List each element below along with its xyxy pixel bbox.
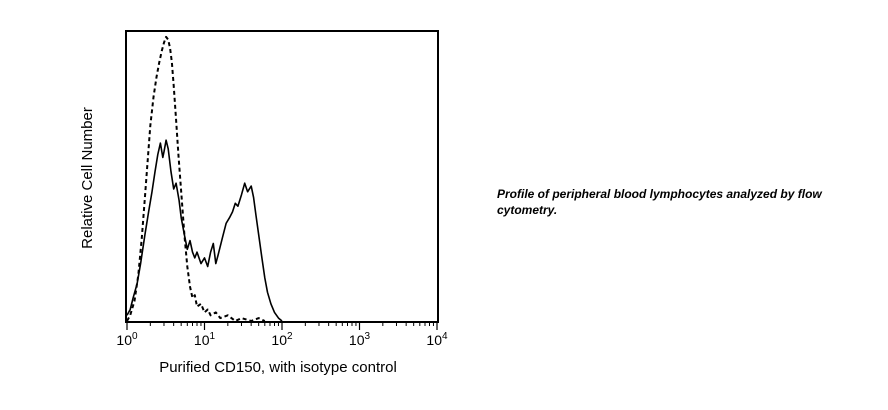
x-tick-label-exponent: 4 [442, 331, 448, 342]
x-tick-label-exponent: 1 [210, 331, 216, 342]
x-tick-label-base: 10 [271, 332, 287, 348]
x-tick-label: 101 [194, 331, 216, 348]
x-tick-label-base: 10 [349, 332, 365, 348]
x-tick-label: 104 [426, 331, 448, 348]
series-layer [126, 35, 283, 322]
x-tick-label: 103 [349, 331, 371, 348]
x-axis-title: Purified CD150, with isotype control [159, 359, 397, 376]
x-tick-label-exponent: 0 [132, 331, 138, 342]
plot-frame [125, 30, 439, 323]
x-tick-label-exponent: 3 [365, 331, 371, 342]
x-tick-label-base: 10 [116, 332, 132, 348]
x-tick-label: 102 [271, 331, 293, 348]
x-tick-label-exponent: 2 [287, 331, 293, 342]
x-tick-label: 100 [116, 331, 138, 348]
series-line-solid [126, 139, 283, 322]
figure-caption: Profile of peripheral blood lymphocytes … [497, 187, 822, 217]
x-axis-ticks: 100 101 102 103 104 [116, 322, 448, 348]
x-tick-label-base: 10 [194, 332, 210, 348]
series-line-dashed [126, 35, 266, 322]
x-tick-label-base: 10 [426, 332, 442, 348]
y-axis-title: Relative Cell Number [79, 107, 96, 249]
